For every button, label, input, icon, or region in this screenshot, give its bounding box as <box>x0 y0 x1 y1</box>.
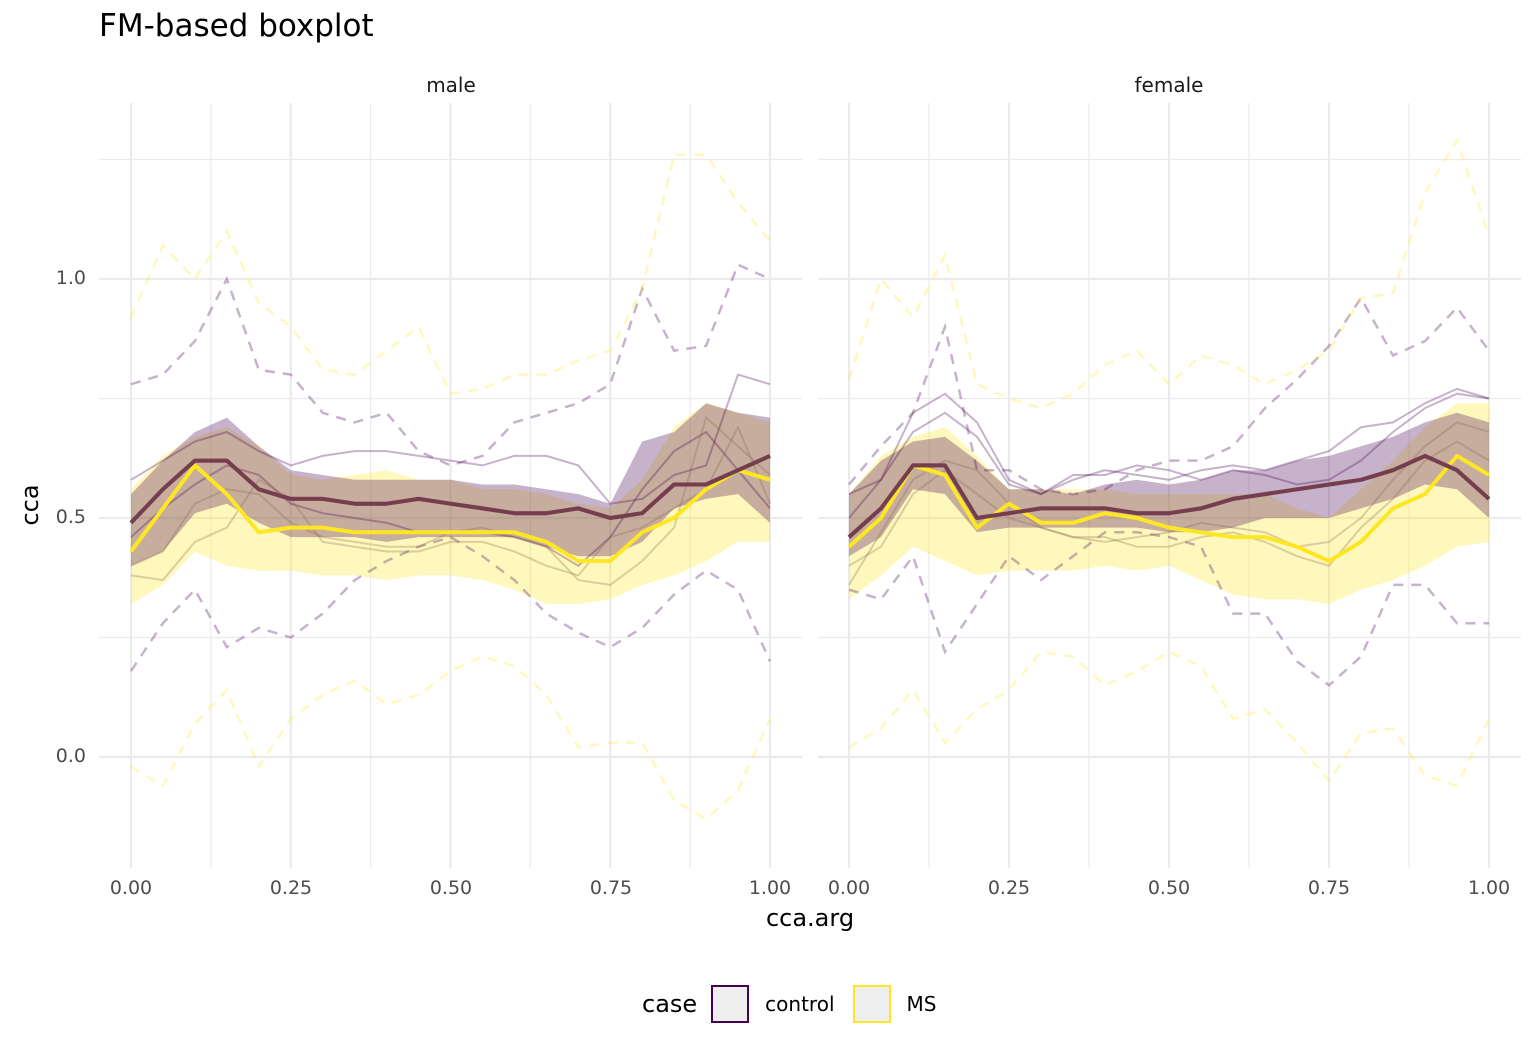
median-control-overlay-male <box>129 453 771 525</box>
x-tick-label: 0.00 <box>827 877 871 899</box>
x-tick-label: 0.50 <box>1147 877 1191 899</box>
y-axis-label: cca <box>16 484 44 526</box>
band-control-female <box>849 412 1489 557</box>
x-tick-label: 0.75 <box>589 877 633 899</box>
median-ms-female <box>847 453 1491 563</box>
grid-layer <box>99 103 1521 868</box>
y-tick-label: 0.5 <box>55 506 86 528</box>
median-control-male <box>129 454 771 525</box>
whisker-ms-male <box>129 153 771 396</box>
x-tick-label: 0.25 <box>269 877 313 899</box>
x-tick-label: 0.75 <box>1307 877 1351 899</box>
bands-layer <box>131 403 1489 604</box>
y-tick-label: 0.0 <box>55 745 86 767</box>
whisker-control-male <box>130 263 771 467</box>
legend-title: case <box>642 990 698 1018</box>
x-tick-label: 0.00 <box>109 877 153 899</box>
legend-label-control: control <box>765 992 835 1016</box>
legend-key-ms <box>852 985 891 1023</box>
panel-strip-male: male <box>426 73 476 97</box>
curve-ms-female <box>848 421 1490 567</box>
x-tick-label: 1.00 <box>748 877 792 899</box>
y-tick-label: 1.0 <box>55 267 86 289</box>
legend-key-control <box>711 985 750 1023</box>
curve-ms-male <box>130 424 771 582</box>
whisker-ms-female <box>847 137 1491 410</box>
whisker-ms-female <box>848 650 1491 788</box>
legend-label-ms: MS <box>906 992 937 1016</box>
x-tick-label: 0.50 <box>429 877 473 899</box>
median-control-female <box>847 453 1491 539</box>
curve-ms-female <box>848 440 1490 586</box>
curve-control-male <box>130 373 771 505</box>
whisker-ms-male <box>130 655 772 821</box>
band-ms-female <box>849 403 1489 604</box>
panel-strip-female: female <box>1134 73 1204 97</box>
curve-control-female <box>848 392 1490 519</box>
lines-layer <box>129 137 1491 821</box>
whisker-control-female <box>848 295 1491 496</box>
x-tick-label: 1.00 <box>1467 877 1511 899</box>
x-tick-label: 0.25 <box>987 877 1031 899</box>
whisker-control-male <box>129 535 772 672</box>
whisker-control-female <box>848 531 1489 687</box>
legend: case control MS <box>642 982 954 1026</box>
x-axis-label: cca.arg <box>765 904 855 932</box>
band-control-male <box>131 403 770 566</box>
chart-title: FM-based boxplot <box>99 8 374 44</box>
median-ms-male <box>129 463 771 563</box>
curve-control-female <box>848 387 1490 496</box>
median-control-overlay-female <box>847 453 1491 539</box>
